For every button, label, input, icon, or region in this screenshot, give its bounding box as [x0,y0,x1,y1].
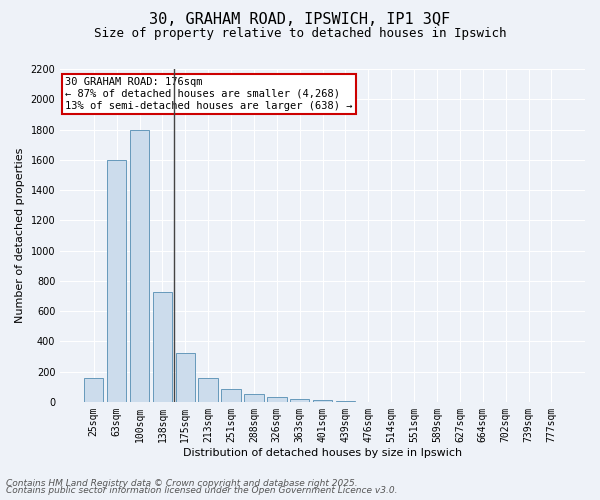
X-axis label: Distribution of detached houses by size in Ipswich: Distribution of detached houses by size … [183,448,462,458]
Bar [130,130,149,402]
Bar [336,401,355,402]
Text: Size of property relative to detached houses in Ipswich: Size of property relative to detached ho… [94,28,506,40]
Bar [267,398,287,402]
Y-axis label: Number of detached properties: Number of detached properties [15,148,25,323]
Text: Contains public sector information licensed under the Open Government Licence v3: Contains public sector information licen… [6,486,398,495]
Bar [152,292,172,402]
Bar [290,399,310,402]
Text: 30 GRAHAM ROAD: 176sqm
← 87% of detached houses are smaller (4,268)
13% of semi-: 30 GRAHAM ROAD: 176sqm ← 87% of detached… [65,78,353,110]
Bar [221,388,241,402]
Bar [107,160,127,402]
Text: 30, GRAHAM ROAD, IPSWICH, IP1 3QF: 30, GRAHAM ROAD, IPSWICH, IP1 3QF [149,12,451,28]
Text: Contains HM Land Registry data © Crown copyright and database right 2025.: Contains HM Land Registry data © Crown c… [6,478,358,488]
Bar [84,378,103,402]
Bar [176,352,195,402]
Bar [313,400,332,402]
Bar [199,378,218,402]
Bar [244,394,263,402]
